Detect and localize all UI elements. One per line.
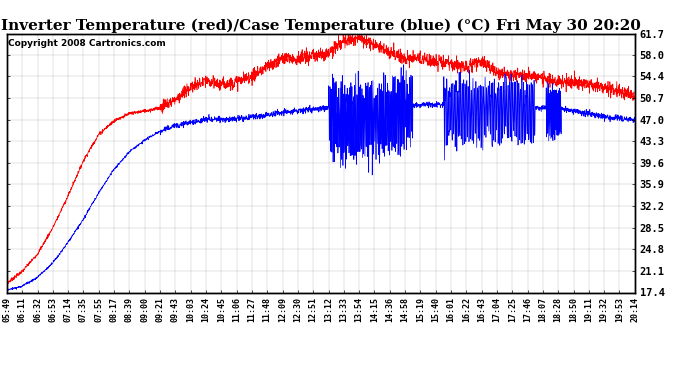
Title: Inverter Temperature (red)/Case Temperature (blue) (°C) Fri May 30 20:20: Inverter Temperature (red)/Case Temperat…	[1, 18, 641, 33]
Text: Copyright 2008 Cartronics.com: Copyright 2008 Cartronics.com	[8, 39, 166, 48]
